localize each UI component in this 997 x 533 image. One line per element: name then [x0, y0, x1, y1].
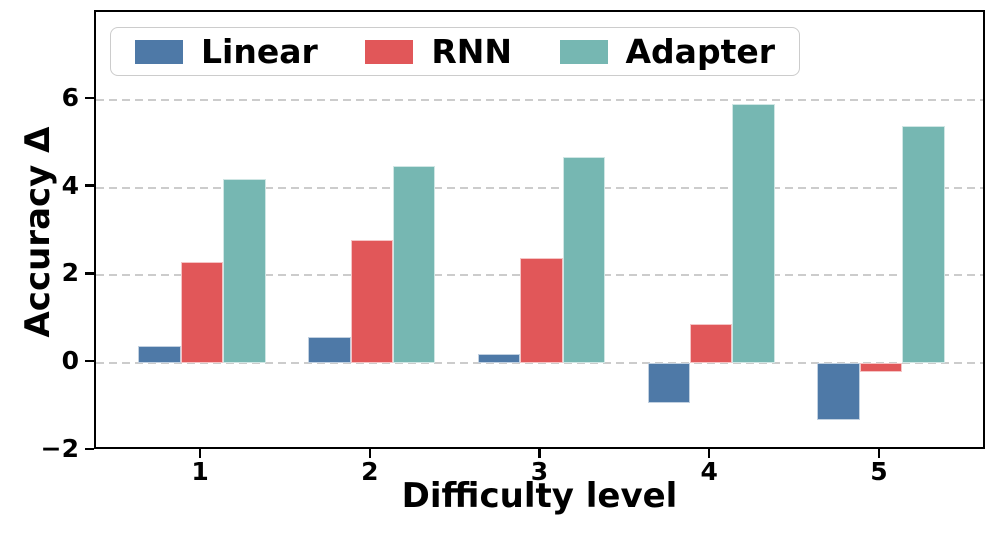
bar-adapter-level-5 [902, 126, 945, 364]
legend-swatch-linear [135, 39, 183, 64]
x-tick-label-2: 2 [361, 457, 379, 486]
legend-label-linear: Linear [201, 31, 318, 71]
bar-linear-level-3 [477, 354, 521, 364]
y-tick-label-6: 6 [61, 82, 79, 112]
x-tick-mark-5 [877, 449, 881, 458]
gridline-y6 [96, 98, 983, 101]
bar-adapter-level-3 [562, 156, 606, 364]
legend-label-adapter: Adapter [625, 31, 775, 71]
legend-label-rnn: RNN [431, 31, 512, 71]
plot-area [94, 10, 985, 449]
bar-rnn-level-4 [690, 323, 733, 364]
x-tick-mark-2 [368, 449, 372, 458]
y-tick-mark--2 [85, 447, 94, 451]
x-tick-mark-1 [198, 449, 202, 458]
bar-rnn-level-5 [859, 363, 903, 372]
y-tick-label-0: 0 [61, 346, 79, 376]
x-tick-label-5: 5 [870, 457, 888, 486]
legend-swatch-adapter [559, 39, 608, 64]
bar-linear-level-4 [647, 363, 690, 403]
bar-adapter-level-4 [732, 104, 775, 364]
y-tick-label--2: −2 [40, 434, 79, 463]
x-tick-label-4: 4 [700, 457, 718, 486]
x-tick-mark-4 [707, 449, 711, 458]
y-tick-mark-6 [85, 96, 94, 100]
bar-rnn-level-1 [180, 262, 224, 364]
bar-linear-level-2 [308, 336, 351, 364]
bar-adapter-level-2 [393, 165, 436, 364]
legend-entry-linear: Linear [135, 31, 318, 71]
legend-swatch-rnn [365, 39, 414, 64]
legend: Linear RNN Adapter [110, 27, 800, 76]
y-tick-mark-0 [85, 359, 94, 363]
x-axis-label: Difficulty level [401, 476, 678, 516]
bar-rnn-level-3 [520, 257, 563, 364]
x-tick-label-1: 1 [191, 457, 209, 486]
y-tick-mark-2 [85, 272, 94, 275]
gridline-y4 [96, 186, 983, 189]
x-tick-label-3: 3 [530, 457, 549, 486]
y-tick-label-2: 2 [61, 258, 79, 288]
y-tick-mark-4 [85, 184, 94, 187]
y-tick-label-4: 4 [61, 170, 79, 200]
x-tick-mark-3 [538, 449, 541, 458]
bar-linear-level-5 [817, 363, 860, 421]
legend-entry-rnn: RNN [365, 31, 512, 71]
bar-rnn-level-2 [350, 240, 393, 364]
legend-entry-adapter: Adapter [559, 31, 775, 71]
y-axis-label: Accuracy Δ [18, 126, 58, 338]
bar-linear-level-1 [138, 345, 181, 364]
bar-adapter-level-1 [223, 178, 266, 364]
gridline-y0 [96, 362, 983, 365]
